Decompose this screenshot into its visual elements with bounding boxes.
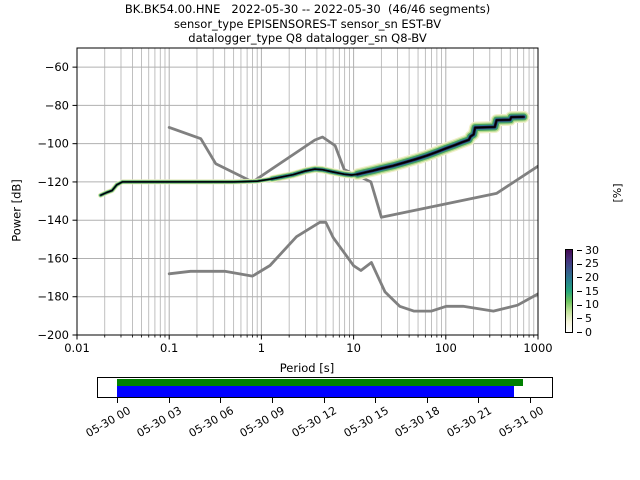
timeline-tick [478,398,480,403]
psd-mode [100,116,524,196]
noise-model-high [167,126,538,219]
timeline-tick [271,398,273,403]
timeline-tick [426,398,428,403]
figure-title-line-2: sensor_type EPISENSORES-T sensor_sn EST-… [173,17,442,31]
colorbar-tick-label: 30 [585,243,599,257]
timeline-tick [168,398,170,403]
colorbar-tick-label: 25 [585,257,599,271]
colorbar-tick [577,250,582,251]
x-tick-label: 1000 [523,341,552,355]
x-tick-label: 100 [435,341,457,355]
noise-model-low [167,220,538,313]
timeline-tick [220,398,222,403]
y-tick-label: −80 [45,98,69,112]
x-axis-label: Period [s] [279,361,335,375]
colorbar-tick [577,291,582,292]
figure-title-line-1: BK.BK54.00.HNE 2022-05-30 -- 2022-05-30 … [124,2,491,16]
colorbar-tick-label: 0 [585,325,592,339]
y-tick-label: −120 [37,175,69,189]
colorbar-tick-label: 20 [585,270,599,284]
x-tick-label: 0.1 [160,341,178,355]
timeline-tick [117,398,118,403]
series-group [98,110,538,313]
colorbar-tick-label: 15 [585,284,599,298]
y-tick-label: −100 [37,137,69,151]
y-tick-label: −140 [37,213,69,227]
colorbar [565,249,573,333]
timeline-tick [530,398,531,403]
plot-spines [76,47,539,336]
figure-title-line-3: datalogger_type Q8 datalogger_sn Q8-BV [188,31,427,45]
colorbar-tick-label: 10 [585,298,599,312]
colorbar-tick [577,332,582,333]
y-tick-label: −180 [37,290,69,304]
colorbar-label: [%] [611,183,624,203]
x-tick-label: 10 [346,341,361,355]
timeline-tick [375,398,377,403]
y-tick-label: −60 [45,60,69,74]
timeline-tick [323,398,325,403]
colorbar-tick [577,304,582,306]
y-tick-label: −200 [37,328,69,342]
y-axis-label: Power [dB] [9,179,24,242]
colorbar-tick [577,277,582,279]
timeline-coverage-bar [117,378,523,386]
colorbar-tick-label: 5 [585,311,592,325]
colorbar-tick [577,318,582,320]
timeline-segments-bar [117,386,514,397]
x-tick-label: 0.01 [64,341,90,355]
x-tick-label: 1 [258,341,265,355]
y-tick-label: −160 [37,251,69,265]
colorbar-tick [577,263,582,265]
